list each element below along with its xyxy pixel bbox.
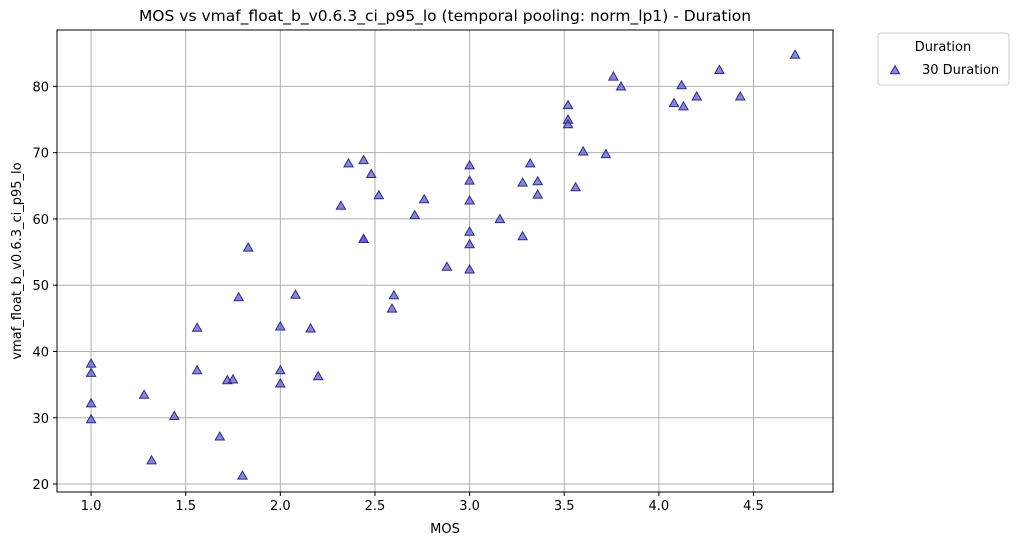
y-tick-label: 70 xyxy=(32,147,49,162)
legend-box xyxy=(877,32,1010,86)
data-point-triangle xyxy=(191,322,203,332)
data-point-triangle xyxy=(464,263,476,274)
data-point-triangle xyxy=(138,389,150,399)
data-points xyxy=(85,49,801,480)
data-point-triangle xyxy=(373,189,385,200)
data-point-triangle xyxy=(562,118,574,129)
data-point-triangle xyxy=(464,159,476,170)
legend-marker-triangle xyxy=(889,64,901,75)
data-point-triangle xyxy=(678,100,689,111)
y-tick-label: 60 xyxy=(32,213,49,228)
legend: Duration 30 Duration xyxy=(877,32,1010,86)
y-axis-label: vmaf_float_b_v0.6.3_ci_p95_lo xyxy=(10,162,25,359)
x-tick-label: 2.0 xyxy=(270,499,291,514)
data-point-triangle xyxy=(335,200,347,210)
data-point-triangle xyxy=(789,49,801,59)
data-point-triangle xyxy=(290,289,301,299)
data-point-triangle xyxy=(734,90,746,101)
data-point-triangle xyxy=(517,177,529,187)
data-point-triangle xyxy=(464,175,476,185)
x-tick-label: 1.0 xyxy=(81,499,102,514)
data-point-triangle xyxy=(85,367,97,377)
data-point-triangle xyxy=(388,289,400,300)
data-point-triangle xyxy=(274,364,286,375)
y-tick-label: 40 xyxy=(32,345,49,360)
data-point-triangle xyxy=(464,226,476,236)
data-point-triangle xyxy=(358,154,370,165)
data-point-triangle xyxy=(517,230,529,241)
data-point-triangle xyxy=(85,357,97,368)
data-point-triangle xyxy=(237,470,248,480)
x-tick-label: 2.5 xyxy=(365,499,386,514)
data-point-triangle xyxy=(305,322,317,333)
legend-entry-label: 30 Duration xyxy=(922,63,999,78)
data-point-triangle xyxy=(274,377,286,388)
x-tick-label: 3.0 xyxy=(459,499,480,514)
data-point-triangle xyxy=(532,188,544,199)
data-point-triangle xyxy=(668,97,680,108)
legend-title: Duration xyxy=(915,40,971,55)
data-point-triangle xyxy=(409,209,421,220)
data-point-triangle xyxy=(85,397,97,408)
x-tick-label: 3.5 xyxy=(554,499,575,514)
data-point-triangle xyxy=(607,70,619,81)
data-point-triangle xyxy=(577,145,589,156)
x-axis-ticks: 1.0 1.5 2.0 2.5 3.0 3.5 4.0 4.5 xyxy=(81,492,764,514)
x-tick-label: 4.0 xyxy=(649,499,670,514)
y-tick-label: 50 xyxy=(32,279,49,294)
data-point-triangle xyxy=(562,99,574,110)
data-point-triangle xyxy=(615,80,627,91)
data-point-triangle xyxy=(191,364,203,375)
plot-frame xyxy=(56,29,834,493)
x-tick-label: 1.5 xyxy=(175,499,196,514)
data-point-triangle xyxy=(242,241,254,252)
data-point-triangle xyxy=(418,193,430,204)
y-tick-label: 20 xyxy=(32,478,49,493)
data-point-triangle xyxy=(233,291,245,302)
data-point-triangle xyxy=(274,320,286,331)
data-point-triangle xyxy=(386,302,398,313)
data-point-triangle xyxy=(214,430,226,441)
data-point-triangle xyxy=(494,213,506,224)
data-point-triangle xyxy=(168,410,180,420)
data-point-triangle xyxy=(464,238,476,249)
data-point-triangle xyxy=(713,64,725,74)
y-axis-ticks: 20 30 40 50 60 70 80 xyxy=(32,80,57,493)
data-point-triangle xyxy=(343,157,354,168)
grid-lines xyxy=(57,30,833,492)
data-point-triangle xyxy=(570,181,582,192)
data-point-triangle xyxy=(227,373,239,384)
x-axis-label: MOS xyxy=(430,522,460,537)
y-tick-label: 80 xyxy=(32,80,49,95)
data-point-triangle xyxy=(441,261,453,271)
y-tick-label: 30 xyxy=(32,412,49,427)
data-point-triangle xyxy=(524,157,536,168)
x-tick-label: 4.5 xyxy=(743,499,764,514)
data-point-triangle xyxy=(85,413,97,424)
data-point-triangle xyxy=(600,148,612,159)
data-point-triangle xyxy=(464,194,476,205)
data-point-triangle xyxy=(146,454,158,465)
data-point-triangle xyxy=(365,168,377,178)
chart-title: MOS vs vmaf_float_b_v0.6.3_ci_p95_lo (te… xyxy=(139,7,751,26)
data-point-triangle xyxy=(676,79,688,90)
data-point-triangle xyxy=(691,90,703,101)
data-point-triangle xyxy=(532,175,544,186)
data-point-triangle xyxy=(358,233,370,243)
data-point-triangle xyxy=(312,370,324,381)
